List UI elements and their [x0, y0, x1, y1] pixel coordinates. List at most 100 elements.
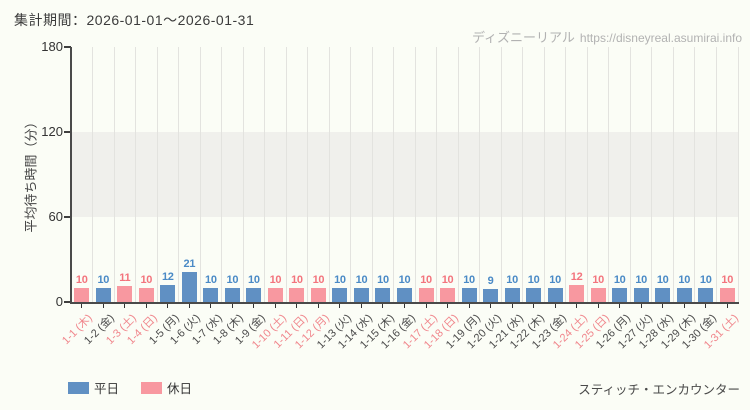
- bar-value-label: 21: [183, 258, 196, 271]
- bar-value-label: 10: [334, 273, 346, 286]
- gridline: [500, 47, 502, 302]
- gridline: [522, 47, 524, 302]
- gridline: [565, 47, 567, 302]
- x-tick-mark: [662, 304, 664, 308]
- bar-value-label: 10: [592, 273, 604, 286]
- legend-label-holiday: 休日: [167, 382, 193, 396]
- bar: [483, 289, 499, 302]
- bar-value-label: 10: [635, 273, 647, 286]
- x-tick-mark: [188, 304, 190, 308]
- y-tick-mark: [64, 46, 71, 48]
- bar: [719, 287, 735, 302]
- x-tick-mark: [382, 304, 384, 308]
- x-tick-mark: [274, 304, 276, 308]
- gridline: [715, 47, 717, 302]
- gridline: [629, 47, 631, 302]
- x-tick-mark: [705, 304, 707, 308]
- bar: [289, 287, 305, 302]
- bar-value-label: 10: [226, 273, 239, 286]
- bar: [95, 287, 111, 302]
- bar: [676, 287, 692, 302]
- gridline: [672, 47, 674, 302]
- x-tick-mark: [253, 304, 255, 308]
- watermark: ディズニーリアル https://disneyreal.asumirai.info: [472, 27, 742, 46]
- y-tick-label: 180: [41, 39, 63, 54]
- watermark-site-name: ディズニーリアル: [471, 30, 575, 45]
- gridline: [221, 47, 223, 302]
- bar: [569, 285, 585, 302]
- highlight-band: [71, 132, 738, 217]
- bar: [117, 286, 133, 302]
- bar: [440, 287, 456, 302]
- x-tick-mark: [447, 304, 449, 308]
- bar-value-label: 12: [570, 271, 583, 283]
- x-tick-mark: [81, 304, 83, 308]
- bar: [612, 287, 628, 302]
- bar-value-label: 10: [678, 273, 691, 286]
- gridline: [694, 47, 696, 302]
- bar-value-label: 10: [355, 273, 368, 286]
- y-tick-mark: [64, 301, 71, 303]
- x-tick-mark: [640, 304, 642, 308]
- gridline: [350, 47, 352, 302]
- x-axis-line: [70, 302, 739, 304]
- gridline: [242, 47, 244, 302]
- bar-value-label: 11: [119, 272, 131, 285]
- x-tick-mark: [490, 304, 492, 308]
- gridline: [178, 47, 180, 302]
- bar: [633, 287, 649, 302]
- y-tick-mark: [64, 131, 71, 133]
- bar-value-label: 10: [97, 273, 110, 286]
- gridline: [608, 47, 610, 302]
- gridline: [135, 47, 137, 302]
- y-tick-label: 60: [48, 209, 63, 224]
- x-tick-mark: [167, 304, 169, 308]
- gridline: [328, 47, 330, 302]
- bar-value-label: 10: [291, 273, 303, 286]
- bar-value-label: 10: [441, 273, 454, 286]
- bar-value-label: 10: [506, 273, 518, 286]
- bar: [547, 287, 563, 302]
- bar: [246, 287, 262, 302]
- bar-value-label: 10: [205, 273, 217, 286]
- gridline: [586, 47, 588, 302]
- y-axis-line: [70, 47, 72, 304]
- bar-value-label: 10: [463, 273, 475, 286]
- bar-value-label: 10: [312, 273, 325, 286]
- gridline: [393, 47, 395, 302]
- x-tick-mark: [468, 304, 470, 308]
- bar-value-label: 10: [377, 273, 389, 286]
- bar-value-label: 10: [269, 273, 282, 286]
- gridline: [92, 47, 94, 302]
- bar-value-label: 10: [140, 273, 153, 286]
- x-tick-mark: [726, 304, 728, 308]
- legend-label-weekday: 平日: [94, 382, 120, 396]
- bar: [504, 287, 520, 302]
- bar-value-label: 9: [487, 275, 494, 288]
- bar-value-label: 10: [721, 273, 734, 286]
- bar: [267, 287, 283, 302]
- bar: [590, 287, 606, 302]
- bar-value-label: 10: [420, 273, 432, 286]
- x-tick-mark: [339, 304, 341, 308]
- bar: [698, 287, 714, 302]
- bar-value-label: 10: [75, 273, 88, 286]
- bar: [526, 287, 542, 302]
- x-tick-mark: [317, 304, 319, 308]
- bar-value-label: 10: [613, 273, 626, 286]
- legend-item-weekday: 平日: [68, 378, 119, 397]
- x-tick-mark: [145, 304, 147, 308]
- bar: [375, 287, 391, 302]
- x-tick-mark: [296, 304, 298, 308]
- bar: [397, 287, 412, 302]
- bar-value-label: 10: [398, 273, 411, 286]
- x-tick-mark: [404, 304, 405, 308]
- gridline: [479, 47, 481, 302]
- y-tick-label: 0: [55, 294, 63, 309]
- bar: [332, 287, 348, 302]
- gridline: [113, 47, 115, 302]
- bar: [353, 287, 369, 302]
- x-tick-mark: [683, 304, 685, 308]
- x-tick-mark: [597, 304, 599, 308]
